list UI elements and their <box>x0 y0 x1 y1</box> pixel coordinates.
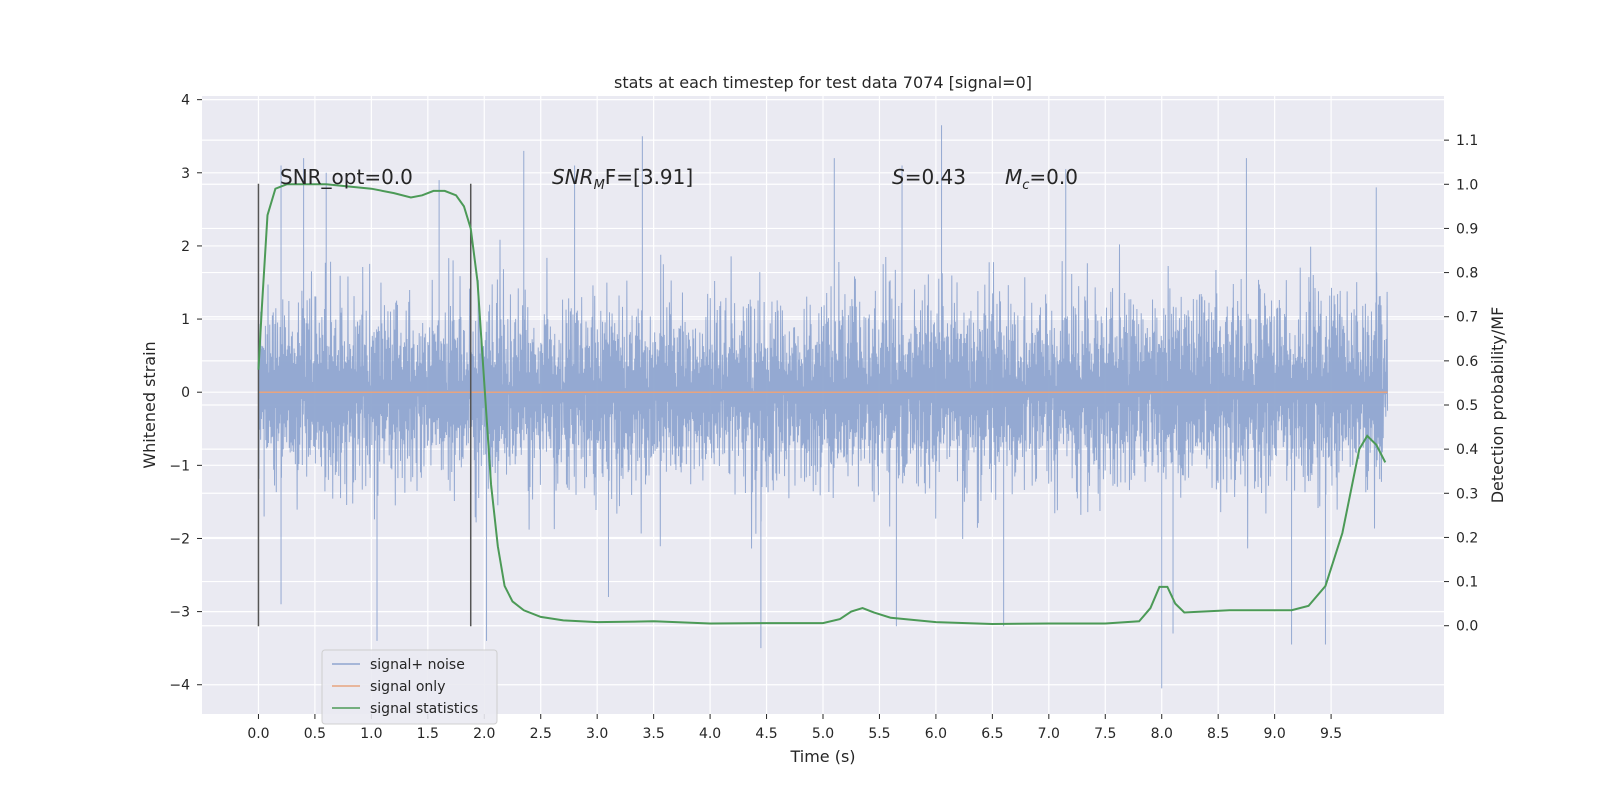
x-tick-label: 1.0 <box>360 726 382 742</box>
y2-tick-label: 1.1 <box>1456 133 1478 149</box>
y-tick-label: 1 <box>181 312 190 328</box>
snr-mf-rest: F=[3.91] <box>605 165 693 189</box>
y2-axis-ticks: 1.1 1.0 0.9 0.8 0.7 0.6 0.5 0.4 0.3 0.2 0.1 0.0 <box>1444 133 1478 635</box>
x-tick-label: 7.0 <box>1038 726 1060 742</box>
s-main: S <box>892 165 905 189</box>
signal-noise-line <box>257 125 1389 689</box>
y-axis-label: Whitened strain <box>140 341 159 468</box>
legend-box <box>321 649 498 725</box>
x-tick-label: 4.5 <box>755 726 777 742</box>
x-tick-label: 6.5 <box>981 726 1003 742</box>
x-tick-label: 3.5 <box>643 726 665 742</box>
annotation-snr-mf: SNRMF=[3.91] <box>552 165 693 193</box>
vertical-markers <box>257 183 472 627</box>
x-tick-label: 4.0 <box>699 726 721 742</box>
y-axis-ticks: 4 3 2 1 0 −1 −2 −3 −4 <box>169 93 202 694</box>
x-tick-label: 1.5 <box>417 726 439 742</box>
y-tick-label: 4 <box>181 93 190 109</box>
x-tick-label: 2.0 <box>473 726 495 742</box>
annotation-mc: Mc=0.0 <box>1005 165 1078 193</box>
y-tick-label: 3 <box>181 166 190 182</box>
x-tick-label: 5.5 <box>868 726 890 742</box>
y2-axis-label: Detection probability/MF <box>1488 307 1507 504</box>
x-tick-label: 7.5 <box>1094 726 1116 742</box>
x-axis-ticks: 0.0 0.5 1.0 1.5 2.0 2.5 3.0 3.5 4.0 4.5 5.0 5.5 6.0 6… <box>247 714 1342 742</box>
y-tick-label: −2 <box>169 531 190 547</box>
snr-mf-sub: M <box>594 178 605 193</box>
x-tick-label: 0.5 <box>304 726 326 742</box>
x-tick-label: 3.0 <box>586 726 608 742</box>
y2-tick-label: 0.4 <box>1456 442 1478 458</box>
y2-tick-label: 0.0 <box>1456 619 1478 635</box>
s-rest: =0.43 <box>905 165 966 189</box>
annotation-snr-opt: SNR_opt=0.0 <box>280 165 413 189</box>
x-tick-label: 9.5 <box>1320 726 1342 742</box>
x-tick-label: 8.0 <box>1151 726 1173 742</box>
x-tick-label: 6.0 <box>925 726 947 742</box>
y2-tick-label: 0.1 <box>1456 575 1478 591</box>
mc-sub: c <box>1022 178 1029 193</box>
legend: signal+ noise signal only signal statist… <box>321 649 498 725</box>
x-tick-label: 2.5 <box>530 726 552 742</box>
snr-mf-main: SNR <box>552 165 594 189</box>
x-tick-label: 9.0 <box>1264 726 1286 742</box>
x-tick-label: 5.0 <box>812 726 834 742</box>
y-tick-label: 2 <box>181 239 190 255</box>
x-tick-label: 8.5 <box>1207 726 1229 742</box>
y2-tick-label: 0.8 <box>1456 266 1478 282</box>
y-tick-label: −1 <box>169 458 190 474</box>
series-signal-statistics <box>257 183 1387 625</box>
signal-statistics-line <box>257 183 1387 625</box>
legend-label-signal-only: signal only <box>370 679 445 695</box>
x-axis-label: Time (s) <box>789 747 855 766</box>
mc-main: M <box>1005 165 1022 189</box>
y2-tick-label: 0.6 <box>1456 354 1478 370</box>
y-tick-label: −3 <box>169 605 190 621</box>
legend-label-signal-statistics: signal statistics <box>370 701 478 717</box>
legend-label-signal-noise: signal+ noise <box>370 657 465 673</box>
y2-tick-label: 0.7 <box>1456 310 1478 326</box>
y2-tick-label: 0.9 <box>1456 221 1478 237</box>
series-signal-noise <box>257 125 1389 689</box>
y2-tick-label: 1.0 <box>1456 177 1478 193</box>
y-tick-label: 0 <box>181 385 190 401</box>
y-tick-label: −4 <box>169 678 190 694</box>
annotation-s: S=0.43 <box>892 165 966 189</box>
y2-tick-label: 0.2 <box>1456 530 1478 546</box>
mc-rest: =0.0 <box>1029 165 1078 189</box>
y2-tick-label: 0.3 <box>1456 486 1478 502</box>
x-tick-label: 0.0 <box>247 726 269 742</box>
y2-tick-label: 0.5 <box>1456 398 1478 414</box>
chart-title: stats at each timestep for test data 707… <box>614 73 1032 92</box>
